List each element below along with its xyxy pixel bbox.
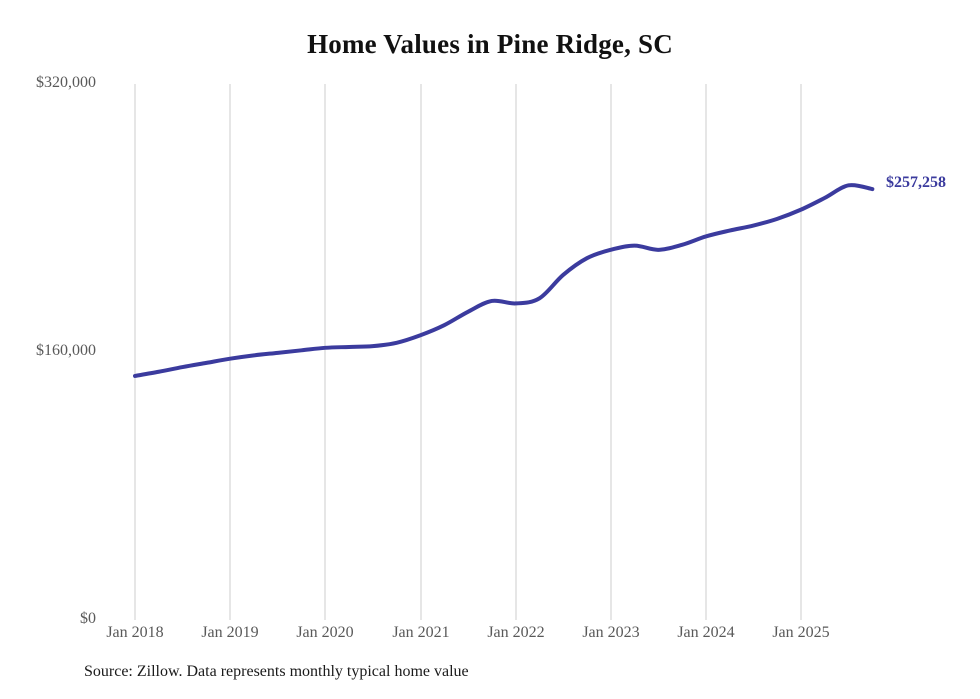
gridlines-group — [134, 84, 802, 620]
x-tick-label: Jan 2022 — [487, 624, 545, 641]
chart-title: Home Values in Pine Ridge, SC — [307, 29, 673, 59]
end-value-annotation: $257,258 — [886, 174, 946, 191]
source-note: Source: Zillow. Data represents monthly … — [84, 663, 469, 680]
x-tick-label: Jan 2023 — [582, 624, 640, 641]
x-tick-label: Jan 2019 — [201, 624, 259, 641]
y-tick-label: $0 — [80, 610, 96, 627]
home-value-trend-line — [133, 183, 875, 378]
x-tick-label: Jan 2025 — [772, 624, 830, 641]
x-tick-label: Jan 2024 — [677, 624, 735, 641]
x-tick-label: Jan 2020 — [296, 624, 354, 641]
y-tick-label: $160,000 — [36, 342, 96, 359]
x-tick-label: Jan 2018 — [106, 624, 164, 641]
y-tick-label: $320,000 — [36, 74, 96, 91]
x-tick-label: Jan 2021 — [392, 624, 450, 641]
